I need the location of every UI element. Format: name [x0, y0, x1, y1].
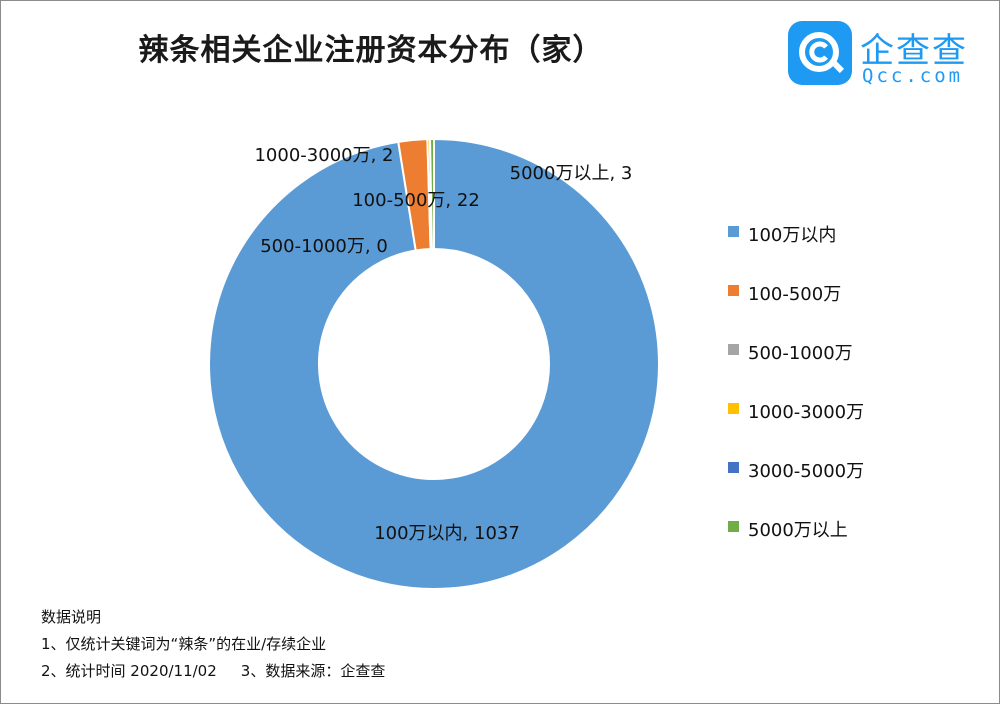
note-data-source: 3、数据来源：企查查: [240, 662, 386, 680]
data-label-2: 500-1000万, 0: [260, 236, 388, 257]
data-label-1: 100-500万, 22: [352, 190, 480, 211]
donut-slice-0: [208, 137, 660, 590]
legend-label-0: 100万以内: [748, 225, 837, 246]
note-line-1: 1、仅统计关键词为“辣条”的在业/存续企业: [41, 635, 327, 653]
note-stat-time: 2、统计时间 2020/11/02: [41, 662, 217, 680]
donut-chart: 100万以内, 1037 100-500万, 22 500-1000万, 0 1000…: [208, 137, 660, 590]
legend-swatch-0: [728, 226, 739, 237]
data-label-5: 5000万以上, 3: [510, 163, 633, 184]
legend-swatch-2: [728, 344, 739, 355]
legend-swatch-3: [728, 403, 739, 414]
legend-swatch-1: [728, 285, 739, 296]
legend-label-4: 3000-5000万: [748, 461, 865, 482]
data-label-3: 1000-3000万, 2: [254, 145, 393, 166]
qcc-logo-en-text: Qcc.com: [862, 65, 964, 87]
legend-swatch-5: [728, 521, 739, 532]
data-notes: 数据说明 1、仅统计关键词为“辣条”的在业/存续企业 2、统计时间 2020/1…: [41, 604, 385, 685]
legend-swatch-4: [728, 462, 739, 473]
qcc-logo: 企查查 Qcc.com: [788, 21, 988, 89]
chart-title: 辣条相关企业注册资本分布（家）: [138, 33, 604, 68]
data-label-0: 100万以内, 1037: [374, 523, 520, 544]
legend-label-2: 500-1000万: [748, 343, 853, 364]
legend-label-5: 5000万以上: [748, 520, 848, 541]
note-line-2: 2、统计时间 2020/11/02 3、数据来源：企查查: [41, 658, 385, 685]
legend-label-3: 1000-3000万: [748, 402, 865, 423]
qcc-logo-cn-text: 企查查: [860, 31, 968, 71]
donut-slice-5: [428, 137, 435, 251]
legend-label-1: 100-500万: [748, 284, 842, 305]
qcc-logo-icon: [788, 21, 852, 85]
notes-heading: 数据说明: [41, 608, 102, 626]
